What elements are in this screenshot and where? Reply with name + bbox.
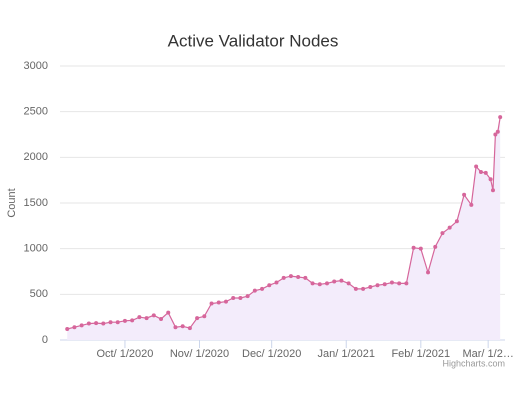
point — [86, 321, 91, 326]
point — [281, 275, 286, 280]
point — [288, 274, 293, 279]
x-tick-label: Oct/ 1/2020 — [97, 348, 154, 360]
point — [303, 275, 308, 280]
x-tick-label: Dec/ 1/2020 — [242, 348, 301, 360]
point — [223, 299, 228, 304]
point — [418, 246, 423, 251]
point — [144, 316, 149, 321]
point — [180, 324, 185, 329]
point — [252, 288, 257, 293]
point — [238, 295, 243, 300]
point — [397, 281, 402, 286]
point — [317, 282, 322, 287]
point — [274, 280, 279, 285]
point — [137, 315, 142, 320]
point — [483, 170, 488, 175]
point — [65, 327, 70, 332]
point — [209, 301, 214, 306]
point — [332, 279, 337, 284]
point — [447, 225, 452, 230]
point — [325, 281, 329, 286]
point — [361, 286, 366, 291]
point — [368, 285, 373, 290]
point — [339, 278, 344, 283]
x-tick-label: Jan/ 1/2021 — [317, 348, 375, 360]
point — [469, 202, 474, 207]
point — [389, 280, 394, 285]
point — [411, 245, 416, 250]
point — [478, 169, 483, 174]
x-tick-label: Feb/ 1/2021 — [391, 348, 450, 360]
point — [353, 286, 358, 291]
point — [462, 192, 467, 197]
point — [404, 281, 409, 286]
point — [346, 281, 351, 286]
chart-title: Active Validator Nodes — [168, 31, 339, 50]
point — [267, 283, 272, 288]
point — [79, 323, 84, 328]
point — [115, 320, 120, 325]
point — [495, 129, 500, 134]
point — [488, 177, 493, 182]
point — [310, 281, 315, 286]
point — [426, 270, 431, 275]
y-tick-label: 500 — [30, 288, 48, 300]
point — [231, 295, 236, 300]
point — [440, 231, 445, 236]
y-axis-label: Count — [6, 188, 18, 217]
point — [130, 318, 135, 323]
point — [245, 294, 250, 299]
point — [72, 325, 77, 330]
point — [454, 219, 459, 224]
point — [474, 164, 479, 169]
point — [108, 320, 113, 325]
point — [173, 325, 178, 330]
point — [202, 314, 207, 319]
point — [375, 283, 380, 288]
y-tick-label: 0 — [42, 334, 48, 346]
point — [498, 115, 503, 120]
point — [187, 326, 192, 331]
point — [490, 188, 495, 193]
point — [195, 316, 200, 321]
point — [101, 321, 106, 326]
x-tick-label: Nov/ 1/2020 — [170, 348, 229, 360]
y-tick-label: 2000 — [24, 151, 48, 163]
point — [122, 318, 127, 323]
point — [216, 300, 221, 305]
point — [151, 313, 156, 318]
point — [493, 132, 498, 137]
point — [382, 282, 387, 287]
credit: Highcharts.com — [442, 358, 505, 368]
point — [159, 316, 164, 321]
point — [166, 310, 171, 315]
y-tick-label: 3000 — [24, 60, 48, 72]
y-tick-label: 2500 — [24, 106, 48, 118]
point — [433, 244, 438, 249]
x-tick-label: Mar/ 1/2… — [462, 348, 513, 360]
point — [94, 321, 99, 326]
point — [296, 274, 301, 279]
area-fill — [67, 117, 501, 340]
y-tick-label: 1000 — [24, 243, 48, 255]
y-tick-label: 1500 — [24, 197, 48, 209]
point — [260, 286, 265, 291]
